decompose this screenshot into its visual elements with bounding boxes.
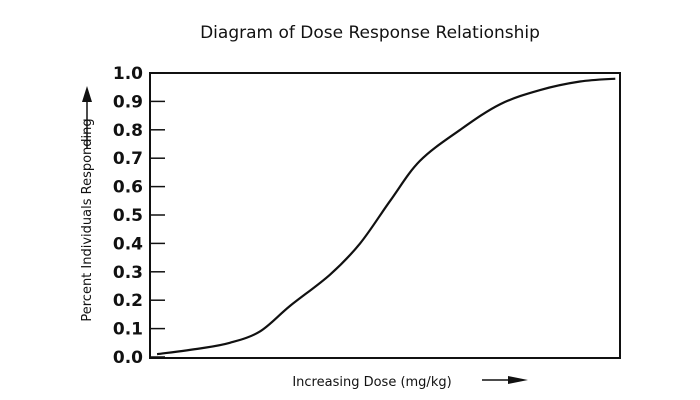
y-tick-label: 0.1 — [113, 320, 143, 340]
y-tick-label: 0.2 — [113, 291, 143, 311]
dose-response-curve — [156, 77, 616, 356]
y-tick-label: 0.3 — [113, 263, 143, 283]
y-tick-label: 1.0 — [113, 64, 143, 84]
y-tick-label: 0.9 — [113, 92, 143, 112]
y-tick-label: 0.7 — [113, 149, 143, 169]
plot-frame — [149, 72, 621, 359]
y-axis-label: Percent Individuals Responding — [80, 118, 95, 321]
x-arrow-right-icon — [508, 376, 528, 384]
y-tick-label: 0.5 — [113, 206, 143, 226]
y-arrow-up-icon — [82, 86, 92, 102]
y-tick-label: 0.8 — [113, 121, 143, 141]
x-axis-label: Increasing Dose (mg/kg) — [292, 375, 451, 390]
chart-title: Diagram of Dose Response Relationship — [200, 23, 540, 43]
y-tick-label: 0.0 — [113, 348, 143, 368]
y-tick-label: 0.6 — [113, 178, 143, 198]
y-tick-label: 0.4 — [113, 234, 143, 254]
